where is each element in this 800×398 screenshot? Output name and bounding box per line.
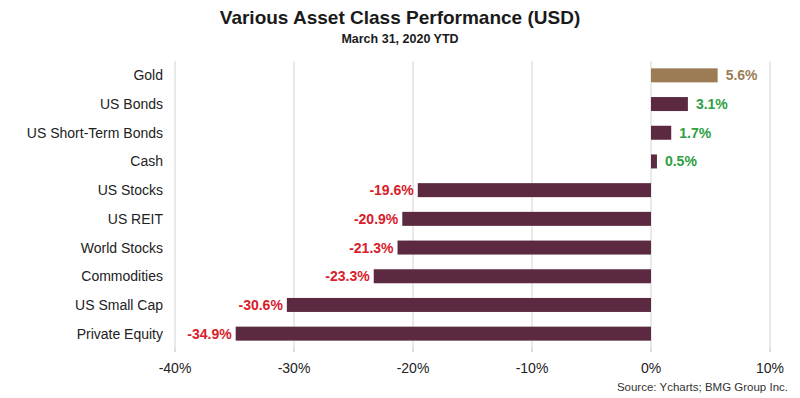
data-label: -23.3% (325, 268, 370, 284)
data-label: -21.3% (349, 240, 394, 256)
data-label: -34.9% (187, 326, 232, 342)
data-label: -30.6% (239, 297, 284, 313)
bar (398, 241, 651, 255)
bar (651, 97, 688, 111)
subtitle: March 31, 2020 YTD (341, 32, 458, 46)
category-label: Private Equity (77, 326, 163, 342)
title: Various Asset Class Performance (USD) (220, 7, 580, 28)
bar (402, 212, 651, 226)
tick-label: -30% (278, 360, 311, 376)
category-label: US Bonds (100, 96, 163, 112)
bar (651, 126, 671, 140)
tick-mark (413, 348, 414, 352)
bar (287, 298, 651, 312)
bar (651, 68, 718, 82)
tick-mark (175, 348, 176, 352)
category-label: US Small Cap (75, 297, 163, 313)
data-label: -20.9% (354, 211, 399, 227)
tick-label: -40% (159, 360, 192, 376)
tick-label: 0% (641, 360, 661, 376)
bars (236, 68, 718, 340)
chart: Various Asset Class Performance (USD) Mar… (0, 0, 800, 398)
grid-line (175, 61, 176, 348)
category-label: Gold (133, 67, 163, 83)
data-label: 3.1% (696, 96, 728, 112)
tick-mark (294, 348, 295, 352)
category-label: World Stocks (81, 240, 163, 256)
category-label: Commodities (81, 268, 163, 284)
data-label: 0.5% (665, 153, 697, 169)
tick-label: 10% (756, 360, 784, 376)
bar (374, 269, 651, 283)
category-label: US Short-Term Bonds (27, 125, 163, 141)
bar (236, 327, 651, 341)
grid-line (770, 61, 771, 348)
category-label: US Stocks (98, 182, 163, 198)
background (0, 0, 800, 398)
tick-mark (770, 348, 771, 352)
category-label: Cash (130, 153, 163, 169)
tick-label: -20% (397, 360, 430, 376)
labels: Gold 5.6% US Bonds 3.1% US Short-Term Bonds 1… (27, 67, 758, 341)
source: Source: Ycharts; BMG Group Inc. (617, 381, 788, 393)
tick-mark (651, 348, 652, 352)
bar (651, 154, 657, 168)
data-label: 5.6% (726, 67, 758, 83)
tick-label: -10% (516, 360, 549, 376)
bar (418, 183, 651, 197)
tick-mark (532, 348, 533, 352)
x-axis: -40% -30% -20% -10% 0% 10% (159, 61, 784, 376)
data-label: -19.6% (369, 182, 414, 198)
data-label: 1.7% (679, 125, 711, 141)
category-label: US REIT (108, 211, 164, 227)
